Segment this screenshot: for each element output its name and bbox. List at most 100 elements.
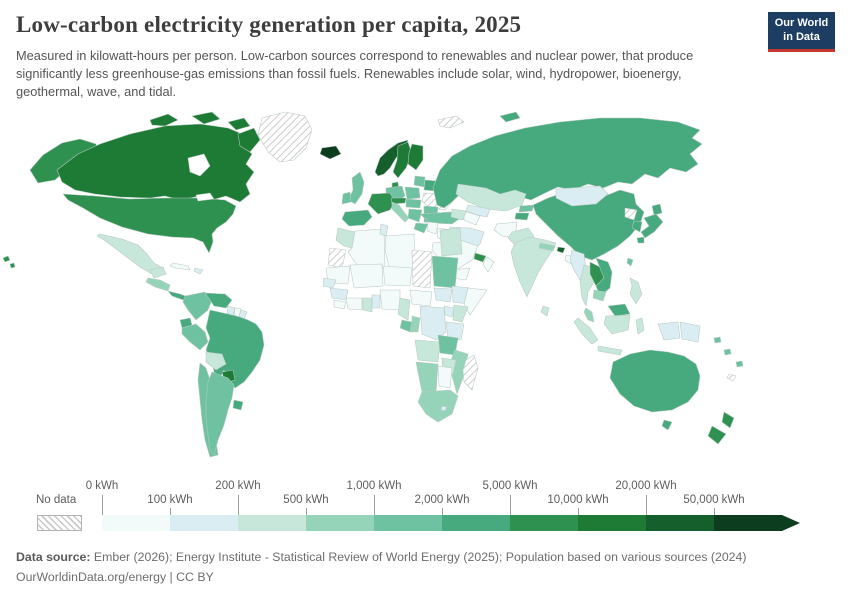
region-balkans[interactable]	[407, 208, 423, 223]
country-angola[interactable]	[414, 339, 441, 363]
country-italy[interactable]	[391, 201, 410, 223]
region-svalbard[interactable]	[437, 115, 465, 129]
country-lesotho[interactable]	[440, 405, 448, 412]
legend-bin[interactable]	[442, 515, 510, 531]
country-russia[interactable]	[499, 111, 521, 123]
country-sweden[interactable]	[392, 141, 413, 179]
country-tunisia[interactable]	[379, 223, 389, 237]
country-chad[interactable]	[411, 249, 433, 289]
country-united-kingdom[interactable]	[347, 171, 365, 205]
country-sri-lanka[interactable]	[540, 305, 550, 317]
country-south-korea[interactable]	[631, 220, 643, 233]
country-philippines[interactable]	[629, 277, 643, 305]
legend-bin[interactable]	[510, 515, 578, 531]
region-malaysia-borneo[interactable]	[607, 303, 631, 317]
country-north-korea[interactable]	[624, 207, 638, 221]
region-alpine[interactable]	[390, 197, 407, 205]
country-japan[interactable]	[640, 213, 664, 239]
hawaii-islands[interactable]	[2, 255, 16, 269]
country-finland[interactable]	[407, 143, 424, 171]
island-sulawesi[interactable]	[635, 317, 645, 335]
region-caucasus[interactable]	[450, 208, 467, 221]
country-canada[interactable]	[237, 127, 261, 153]
country-central-african-republic[interactable]	[409, 289, 433, 307]
country-japan[interactable]	[651, 203, 663, 216]
region-pacific-islands[interactable]	[713, 336, 744, 368]
country-taiwan[interactable]	[626, 257, 634, 267]
country-canada[interactable]	[191, 111, 221, 125]
owid-logo[interactable]: Our World in Data	[768, 12, 835, 52]
region-malaysia-peninsula[interactable]	[583, 307, 595, 323]
country-papua-new-guinea[interactable]	[679, 321, 701, 343]
island-java[interactable]	[597, 345, 623, 356]
region-western-sahara[interactable]	[327, 247, 347, 269]
country-madagascar[interactable]	[462, 354, 479, 391]
country-cambodia[interactable]	[592, 289, 607, 302]
country-uruguay[interactable]	[232, 399, 244, 411]
country-greenland[interactable]	[257, 111, 313, 163]
country-mali[interactable]	[349, 263, 384, 289]
country-greece[interactable]	[413, 222, 429, 234]
country-south-sudan[interactable]	[433, 287, 453, 303]
country-cuba[interactable]	[169, 262, 191, 271]
country-argentina[interactable]	[205, 371, 235, 456]
legend-bin[interactable]	[170, 515, 238, 531]
legend-bin[interactable]	[306, 515, 374, 531]
country-somalia[interactable]	[463, 287, 488, 316]
country-kyrgyzstan[interactable]	[518, 204, 535, 213]
owid-link[interactable]: OurWorldinData.org/energy | CC BY	[16, 570, 214, 585]
country-canada[interactable]	[149, 113, 179, 127]
island-borneo-south[interactable]	[603, 314, 631, 335]
country-tanzania[interactable]	[445, 321, 465, 341]
country-uae[interactable]	[473, 252, 487, 263]
country-tajikistan[interactable]	[514, 212, 530, 221]
country-uganda[interactable]	[443, 305, 455, 318]
country-morocco[interactable]	[335, 227, 356, 249]
region-iberia[interactable]	[341, 209, 373, 227]
country-nepal[interactable]	[538, 242, 556, 252]
legend-bin[interactable]	[374, 515, 442, 531]
region-levant[interactable]	[426, 221, 439, 235]
region-indonesia-papua[interactable]	[657, 321, 681, 341]
country-united-states[interactable]	[62, 193, 237, 254]
country-ireland[interactable]	[341, 191, 352, 205]
country-india[interactable]	[510, 236, 557, 298]
country-canada[interactable]	[56, 123, 255, 203]
legend-bin[interactable]	[646, 515, 714, 531]
country-senegal[interactable]	[322, 277, 337, 289]
country-new-zealand[interactable]	[721, 411, 735, 429]
country-kazakhstan[interactable]	[455, 183, 527, 212]
country-cameroon[interactable]	[397, 297, 411, 321]
country-new-zealand[interactable]	[707, 425, 727, 445]
country-iceland[interactable]	[319, 145, 342, 160]
country-bhutan[interactable]	[556, 246, 566, 254]
country-kenya[interactable]	[452, 304, 469, 323]
country-venezuela[interactable]	[204, 292, 233, 309]
country-congo[interactable]	[409, 315, 421, 333]
region-central-america-north[interactable]	[145, 277, 171, 292]
country-guinea[interactable]	[329, 287, 349, 301]
island-hispaniola[interactable]	[193, 267, 204, 275]
country-australia[interactable]	[609, 349, 701, 413]
country-niger[interactable]	[382, 265, 413, 287]
country-brazil[interactable]	[205, 309, 265, 389]
island-tasmania[interactable]	[661, 419, 673, 431]
country-uzbekistan[interactable]	[465, 204, 491, 218]
country-canada[interactable]	[227, 117, 251, 131]
legend-bin[interactable]	[102, 515, 170, 531]
country-poland[interactable]	[404, 186, 421, 200]
country-mongolia[interactable]	[555, 185, 609, 207]
island-sumatra[interactable]	[573, 317, 599, 345]
country-mexico[interactable]	[149, 266, 167, 279]
country-drc[interactable]	[419, 305, 447, 341]
region-central-europe[interactable]	[405, 198, 422, 209]
region-togo-benin[interactable]	[371, 294, 381, 309]
country-peru[interactable]	[181, 323, 209, 351]
legend-bin[interactable]	[714, 515, 782, 531]
country-france[interactable]	[367, 192, 396, 215]
region-baltics[interactable]	[413, 175, 426, 188]
country-oman[interactable]	[482, 256, 495, 273]
country-ghana[interactable]	[361, 297, 373, 313]
country-botswana[interactable]	[437, 365, 453, 389]
region-new-caledonia[interactable]	[726, 373, 737, 382]
